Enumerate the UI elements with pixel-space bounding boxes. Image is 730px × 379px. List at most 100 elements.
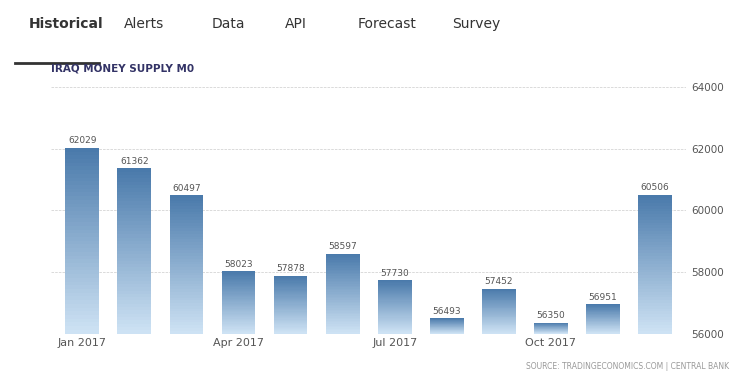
Bar (377, 281, 412, 282)
Bar (482, 322, 515, 323)
Bar (169, 276, 204, 278)
Bar (377, 295, 412, 296)
Bar (377, 325, 412, 326)
Bar (274, 298, 307, 299)
Bar (118, 221, 151, 224)
Bar (66, 178, 99, 181)
Bar (222, 311, 255, 312)
Bar (222, 325, 255, 326)
Bar (118, 224, 151, 228)
Bar (274, 285, 307, 286)
Bar (377, 310, 412, 311)
Bar (482, 304, 515, 305)
Text: 60506: 60506 (641, 183, 669, 192)
Bar (586, 324, 620, 325)
Bar (377, 316, 412, 318)
Bar (118, 264, 151, 268)
Bar (274, 299, 307, 300)
Bar (326, 302, 360, 303)
Bar (118, 294, 151, 297)
Bar (638, 281, 672, 283)
Bar (222, 332, 255, 334)
Text: 61362: 61362 (120, 157, 149, 166)
Bar (326, 258, 360, 260)
Bar (377, 311, 412, 312)
Bar (118, 244, 151, 247)
Bar (274, 300, 307, 301)
Bar (326, 297, 360, 298)
Bar (638, 267, 672, 270)
Bar (66, 226, 99, 230)
Bar (638, 309, 672, 311)
Bar (118, 261, 151, 264)
Bar (326, 310, 360, 311)
Bar (377, 282, 412, 283)
Bar (638, 294, 672, 298)
Bar (118, 314, 151, 317)
Bar (482, 333, 515, 334)
Bar (586, 326, 620, 327)
Bar (377, 319, 412, 321)
Bar (326, 282, 360, 284)
Bar (169, 234, 204, 236)
Bar (169, 306, 204, 309)
Bar (638, 220, 672, 222)
Bar (326, 273, 360, 274)
Bar (169, 273, 204, 276)
Bar (377, 326, 412, 327)
Bar (222, 281, 255, 282)
Bar (274, 276, 307, 277)
Bar (66, 285, 99, 289)
Bar (66, 230, 99, 233)
Bar (377, 312, 412, 313)
Bar (222, 280, 255, 281)
Bar (482, 292, 515, 293)
Bar (118, 201, 151, 205)
Bar (326, 287, 360, 289)
Bar (274, 307, 307, 308)
Bar (586, 305, 620, 306)
Bar (66, 311, 99, 315)
Bar (222, 316, 255, 317)
Bar (169, 309, 204, 312)
Bar (377, 290, 412, 291)
Bar (274, 280, 307, 282)
Bar (222, 321, 255, 322)
Bar (222, 300, 255, 301)
Bar (638, 253, 672, 256)
Bar (222, 290, 255, 291)
Bar (222, 322, 255, 324)
Bar (586, 308, 620, 309)
Bar (169, 325, 204, 328)
Text: API: API (285, 17, 307, 31)
Bar (326, 329, 360, 330)
Bar (66, 241, 99, 244)
Bar (66, 263, 99, 267)
Bar (118, 211, 151, 215)
Bar (66, 215, 99, 218)
Bar (482, 297, 515, 298)
Bar (169, 195, 204, 198)
Bar (66, 278, 99, 282)
Text: SOURCE: TRADINGECONOMICS.COM | CENTRAL BANK OF IRAQ: SOURCE: TRADINGECONOMICS.COM | CENTRAL B… (526, 362, 730, 371)
Bar (169, 300, 204, 303)
Bar (222, 296, 255, 298)
Bar (482, 298, 515, 299)
Bar (222, 273, 255, 274)
Bar (118, 247, 151, 251)
Bar (66, 300, 99, 304)
Bar (274, 332, 307, 334)
Bar (586, 321, 620, 322)
Bar (638, 306, 672, 309)
Text: Historical: Historical (29, 17, 104, 31)
Bar (377, 302, 412, 304)
Bar (169, 228, 204, 231)
Bar (66, 293, 99, 296)
Bar (66, 181, 99, 185)
Bar (326, 268, 360, 269)
Bar (169, 295, 204, 298)
Bar (274, 286, 307, 287)
Bar (482, 291, 515, 292)
Bar (482, 321, 515, 322)
Bar (169, 226, 204, 228)
